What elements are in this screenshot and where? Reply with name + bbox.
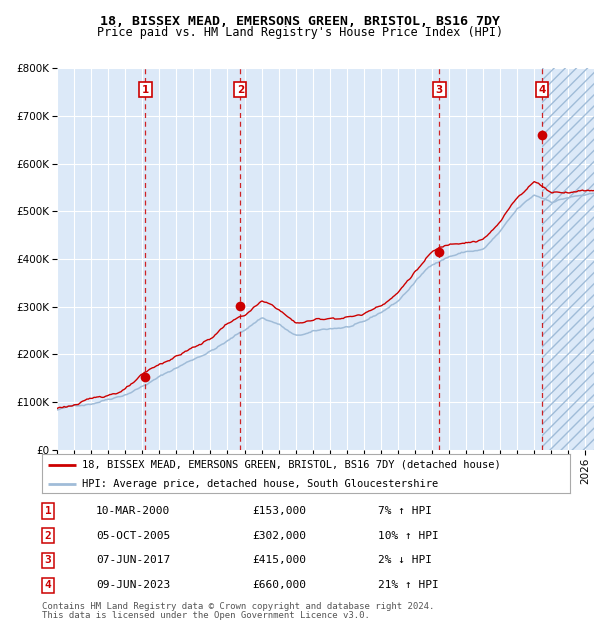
Text: £660,000: £660,000 xyxy=(252,580,306,590)
Text: 07-JUN-2017: 07-JUN-2017 xyxy=(96,556,170,565)
Text: 05-OCT-2005: 05-OCT-2005 xyxy=(96,531,170,541)
Text: 2% ↓ HPI: 2% ↓ HPI xyxy=(378,556,432,565)
Text: 3: 3 xyxy=(436,85,443,95)
Bar xyxy=(542,68,594,450)
Text: 09-JUN-2023: 09-JUN-2023 xyxy=(96,580,170,590)
Text: HPI: Average price, detached house, South Gloucestershire: HPI: Average price, detached house, Sout… xyxy=(82,479,438,489)
Text: 21% ↑ HPI: 21% ↑ HPI xyxy=(378,580,439,590)
Text: 4: 4 xyxy=(538,85,545,95)
Text: 7% ↑ HPI: 7% ↑ HPI xyxy=(378,506,432,516)
Text: 4: 4 xyxy=(44,580,52,590)
Text: 10% ↑ HPI: 10% ↑ HPI xyxy=(378,531,439,541)
Text: This data is licensed under the Open Government Licence v3.0.: This data is licensed under the Open Gov… xyxy=(42,611,370,619)
Text: Contains HM Land Registry data © Crown copyright and database right 2024.: Contains HM Land Registry data © Crown c… xyxy=(42,602,434,611)
Text: 2: 2 xyxy=(236,85,244,95)
Text: 18, BISSEX MEAD, EMERSONS GREEN, BRISTOL, BS16 7DY: 18, BISSEX MEAD, EMERSONS GREEN, BRISTOL… xyxy=(100,16,500,28)
Text: 18, BISSEX MEAD, EMERSONS GREEN, BRISTOL, BS16 7DY (detached house): 18, BISSEX MEAD, EMERSONS GREEN, BRISTOL… xyxy=(82,460,500,470)
Text: 1: 1 xyxy=(44,506,52,516)
Text: 3: 3 xyxy=(44,556,52,565)
Text: Price paid vs. HM Land Registry's House Price Index (HPI): Price paid vs. HM Land Registry's House … xyxy=(97,26,503,38)
Text: £302,000: £302,000 xyxy=(252,531,306,541)
Text: 1: 1 xyxy=(142,85,149,95)
Text: £153,000: £153,000 xyxy=(252,506,306,516)
Text: 2: 2 xyxy=(44,531,52,541)
Text: £415,000: £415,000 xyxy=(252,556,306,565)
Text: 10-MAR-2000: 10-MAR-2000 xyxy=(96,506,170,516)
